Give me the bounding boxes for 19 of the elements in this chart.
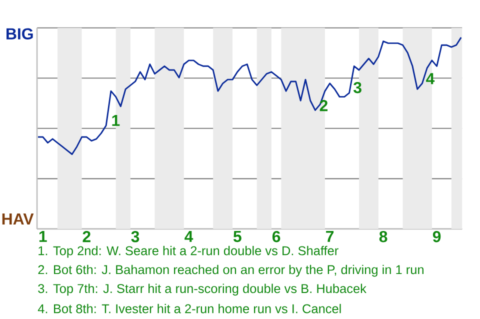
x-tick-label: 5 xyxy=(233,231,242,242)
text: BIG xyxy=(6,28,33,40)
text: 3. Top 7th: J. Starr hit a run-scoring double vs B. Hubacek xyxy=(38,284,366,296)
x-tick-label: 3 xyxy=(131,231,140,243)
annotation: 1 xyxy=(112,115,120,126)
x-tick-label: 7 xyxy=(326,231,334,242)
annotation: 2 xyxy=(320,100,328,112)
text: HAV xyxy=(2,214,34,225)
text: 1. Top 2nd: W. Seare hit a 2-run double vs D. Shaffer xyxy=(38,246,338,258)
x-tick-label: 9 xyxy=(432,231,441,242)
x-tick-label: 2 xyxy=(82,231,90,242)
annotation: 4 xyxy=(426,73,435,84)
annotation: 3 xyxy=(354,82,362,94)
x-tick-label: 6 xyxy=(272,231,280,242)
x-tick-label: 1 xyxy=(39,231,47,242)
x-tick-label: 8 xyxy=(379,231,388,242)
text: 4. Bot 8th: T. Ivester hit a 2-run home run vs I. Cancel xyxy=(38,304,341,314)
text: 2. Bot 6th: J. Bahamon reached on an error by the P, driving in 1 run xyxy=(38,265,424,277)
x-tick-label: 4 xyxy=(184,231,194,242)
